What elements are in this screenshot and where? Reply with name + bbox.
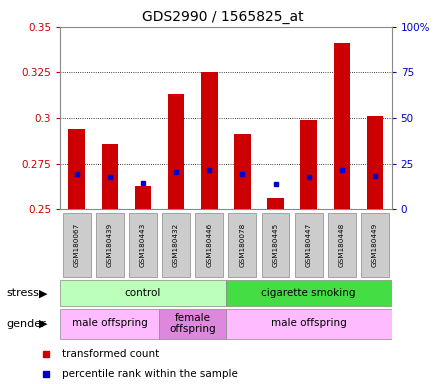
FancyBboxPatch shape bbox=[228, 213, 256, 277]
Bar bbox=[69, 129, 85, 209]
Text: ▶: ▶ bbox=[39, 288, 48, 298]
FancyBboxPatch shape bbox=[129, 213, 157, 277]
Bar bbox=[267, 199, 284, 209]
Bar bbox=[367, 116, 383, 209]
Text: GSM180449: GSM180449 bbox=[372, 223, 378, 267]
Text: GSM180448: GSM180448 bbox=[339, 223, 345, 267]
Text: male offspring: male offspring bbox=[271, 318, 347, 328]
Text: GSM180446: GSM180446 bbox=[206, 223, 212, 267]
FancyBboxPatch shape bbox=[262, 213, 290, 277]
FancyBboxPatch shape bbox=[226, 309, 392, 339]
FancyBboxPatch shape bbox=[63, 213, 91, 277]
FancyBboxPatch shape bbox=[328, 213, 356, 277]
FancyBboxPatch shape bbox=[295, 213, 323, 277]
Text: percentile rank within the sample: percentile rank within the sample bbox=[62, 369, 238, 379]
FancyBboxPatch shape bbox=[361, 213, 389, 277]
FancyBboxPatch shape bbox=[195, 213, 223, 277]
Text: gender: gender bbox=[7, 319, 46, 329]
Bar bbox=[234, 134, 251, 209]
Bar bbox=[201, 73, 218, 209]
FancyBboxPatch shape bbox=[60, 309, 160, 339]
Text: transformed count: transformed count bbox=[62, 349, 160, 359]
Text: GDS2990 / 1565825_at: GDS2990 / 1565825_at bbox=[142, 10, 303, 23]
FancyBboxPatch shape bbox=[162, 213, 190, 277]
Text: control: control bbox=[125, 288, 161, 298]
Text: GSM180432: GSM180432 bbox=[173, 223, 179, 267]
Text: GSM180445: GSM180445 bbox=[273, 223, 279, 267]
Text: ▶: ▶ bbox=[39, 319, 48, 329]
Bar bbox=[168, 94, 184, 209]
FancyBboxPatch shape bbox=[96, 213, 124, 277]
FancyBboxPatch shape bbox=[226, 280, 392, 306]
FancyBboxPatch shape bbox=[159, 309, 226, 339]
Text: GSM180067: GSM180067 bbox=[74, 223, 80, 267]
Text: GSM180443: GSM180443 bbox=[140, 223, 146, 267]
Text: GSM180447: GSM180447 bbox=[306, 223, 312, 267]
Bar bbox=[334, 43, 350, 209]
Bar bbox=[101, 144, 118, 209]
Bar bbox=[300, 120, 317, 209]
Text: cigarette smoking: cigarette smoking bbox=[262, 288, 356, 298]
Text: male offspring: male offspring bbox=[72, 318, 148, 328]
FancyBboxPatch shape bbox=[60, 280, 226, 306]
Text: GSM180078: GSM180078 bbox=[239, 223, 245, 267]
Text: stress: stress bbox=[7, 288, 40, 298]
Text: GSM180439: GSM180439 bbox=[107, 223, 113, 267]
Bar bbox=[135, 185, 151, 209]
Text: female
offspring: female offspring bbox=[170, 313, 216, 334]
